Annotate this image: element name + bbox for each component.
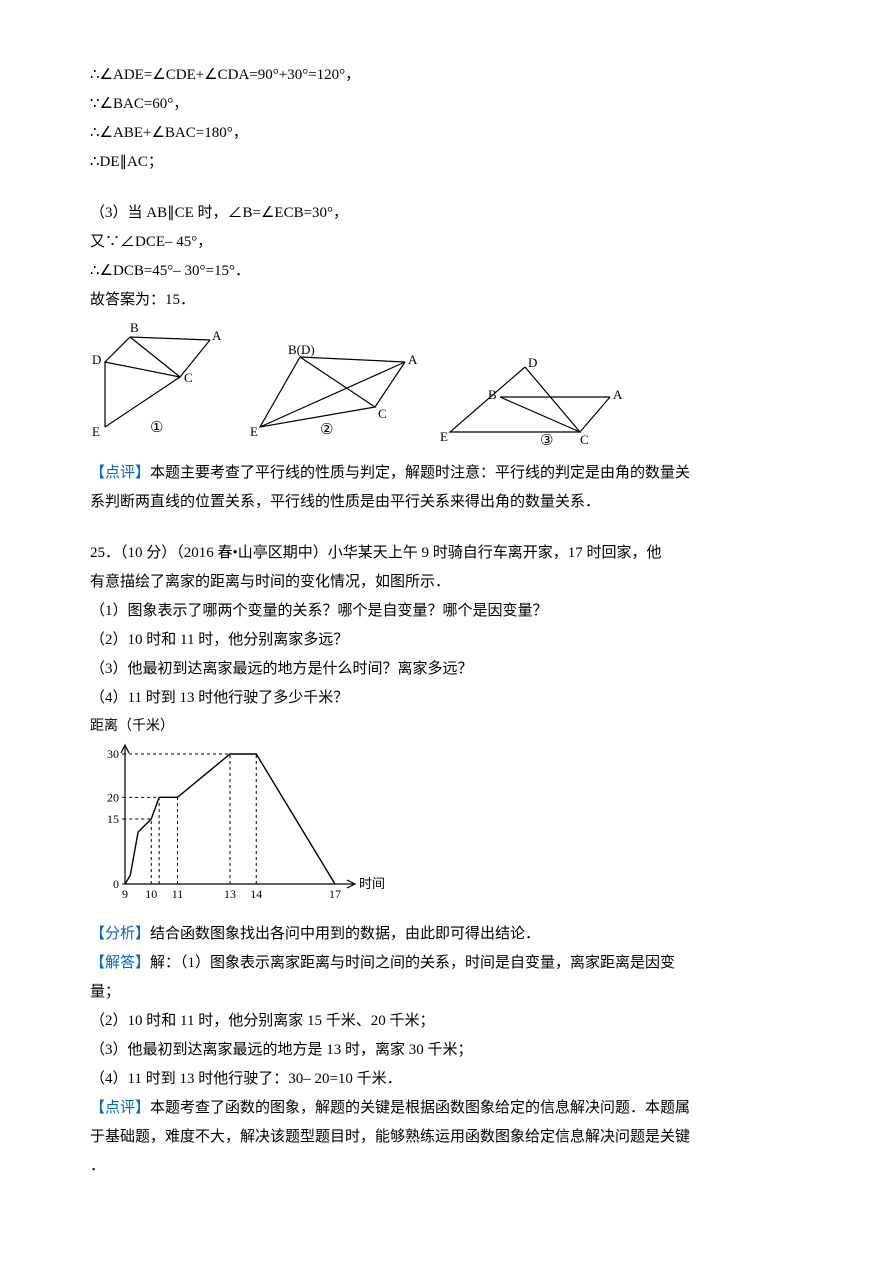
proof-line: ∵∠BAC=60°， (90, 91, 802, 118)
q25-header: 25．（10 分）（2016 春•山亭区期中）小华某天上午 9 时骑自行车离开家… (90, 540, 802, 567)
comment-line: 【点评】本题考查了函数的图象，解题的关键是根据函数图象给定的信息解决问题．本题属 (90, 1095, 802, 1122)
answer-line: 量； (90, 979, 802, 1006)
distance-time-chart: 距离（千米） 0 15 20 30 9 10 11 13 14 17 时间（时） (90, 714, 802, 919)
answer-line: （2）10 时和 11 时，他分别离家 15 千米、20 千米； (90, 1008, 802, 1035)
proof-line: （3）当 AB∥CE 时，∠B=∠ECB=30°， (90, 200, 802, 227)
svg-text:时间（时）: 时间（时） (359, 876, 390, 891)
comment-line: ． (90, 1153, 802, 1180)
proof-line: ∴DE∥AC； (90, 149, 802, 176)
analysis-line: 【分析】结合函数图象找出各问中用到的数据，由此即可得出结论． (90, 921, 802, 948)
answer-text: 解：（1）图象表示离家距离与时间之间的关系，时间是自变量，离家距离是因变 (150, 955, 675, 971)
svg-text:15: 15 (107, 812, 119, 826)
svg-text:B(D): B(D) (288, 342, 315, 357)
svg-text:C: C (580, 432, 589, 447)
svg-text:9: 9 (122, 887, 128, 901)
svg-text:13: 13 (224, 887, 236, 901)
figure-3: D B A C E ③ (440, 357, 630, 452)
svg-text:A: A (613, 387, 623, 402)
comment-text: 本题考查了函数的图象，解题的关键是根据函数图象给定的信息解决问题．本题属 (150, 1100, 690, 1116)
svg-text:E: E (92, 424, 100, 439)
answer-tag: 【解答】 (90, 955, 150, 971)
svg-text:A: A (212, 328, 222, 343)
svg-text:E: E (250, 424, 258, 439)
comment-line: 系判断两直线的位置关系，平行线的性质是由平行关系来得出角的数量关系． (90, 489, 802, 516)
analysis-tag: 【分析】 (90, 926, 150, 942)
comment-tag: 【点评】 (90, 465, 150, 481)
proof-line: 故答案为：15． (90, 287, 802, 314)
svg-text:B: B (488, 387, 497, 402)
answer-line: 【解答】解：（1）图象表示离家距离与时间之间的关系，时间是自变量，离家距离是因变 (90, 950, 802, 977)
svg-text:③: ③ (540, 433, 553, 449)
geometry-figures: B A D C E ① B(D) A C E ② (90, 322, 802, 452)
svg-text:D: D (92, 352, 101, 367)
figure-2: B(D) A C E ② (250, 342, 430, 452)
svg-text:11: 11 (172, 887, 184, 901)
proof-line: ∴∠ADE=∠CDE+∠CDA=90°+30°=120°， (90, 62, 802, 89)
svg-text:C: C (378, 406, 387, 421)
answer-line: （3）他最初到达离家最远的地方是 13 时，离家 30 千米； (90, 1037, 802, 1064)
svg-text:A: A (408, 352, 418, 367)
svg-text:30: 30 (107, 747, 119, 761)
q25-header: 有意描绘了离家的距离与时间的变化情况，如图所示． (90, 569, 802, 596)
proof-line: ∴∠DCB=45°– 30°=15°． (90, 258, 802, 285)
answer-line: （4）11 时到 13 时他行驶了：30– 20=10 千米． (90, 1066, 802, 1093)
svg-text:B: B (130, 322, 139, 335)
figure-1: B A D C E ① (90, 322, 240, 452)
q25-sub: （2）10 时和 11 时，他分别离家多远？ (90, 627, 802, 654)
comment-text: 本题主要考查了平行线的性质与判定，解题时注意：平行线的判定是由角的数量关 (150, 465, 690, 481)
svg-text:C: C (184, 370, 193, 385)
proof-line: ∴∠ABE+∠BAC=180°， (90, 120, 802, 147)
svg-text:②: ② (320, 422, 333, 438)
q25-sub: （3）他最初到达离家最远的地方是什么时间？离家多远？ (90, 656, 802, 683)
q25-sub: （1）图象表示了哪两个变量的关系？哪个是自变量？哪个是因变量？ (90, 598, 802, 625)
svg-text:14: 14 (250, 887, 262, 901)
comment-tag: 【点评】 (90, 1100, 150, 1116)
q25-sub: （4）11 时到 13 时他行驶了多少千米？ (90, 685, 802, 712)
chart-y-title: 距离（千米） (90, 714, 802, 739)
svg-text:D: D (528, 357, 537, 370)
analysis-text: 结合函数图象找出各问中用到的数据，由此即可得出结论． (150, 926, 540, 942)
svg-text:17: 17 (329, 887, 341, 901)
svg-text:20: 20 (107, 791, 119, 805)
svg-text:10: 10 (145, 887, 157, 901)
svg-text:E: E (440, 429, 448, 444)
svg-text:①: ① (150, 420, 163, 436)
svg-text:0: 0 (113, 877, 119, 891)
comment-line: 【点评】本题主要考查了平行线的性质与判定，解题时注意：平行线的判定是由角的数量关 (90, 460, 802, 487)
comment-line: 于基础题，难度不大，解决该题型题目时，能够熟练运用函数图象给定信息解决问题是关键 (90, 1124, 802, 1151)
proof-line: 又∵∠DCE– 45°， (90, 229, 802, 256)
